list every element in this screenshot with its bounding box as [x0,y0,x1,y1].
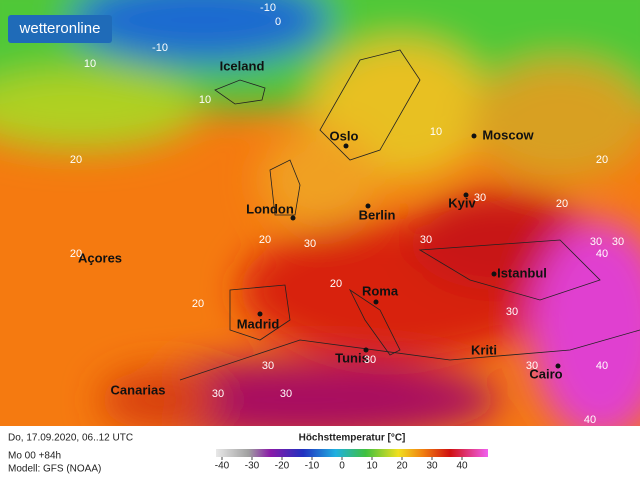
city-dot [363,347,369,353]
contour-label: 30 [212,388,224,400]
legend-tick-label: -20 [275,461,290,472]
contour-label: -10 [260,2,276,14]
contour-label: 30 [526,360,538,372]
city-label: Canarias [111,382,166,397]
contour-label: 20 [70,248,82,260]
contour-label: 20 [330,278,342,290]
contour-label: 30 [590,236,602,248]
city-dot [491,271,497,277]
legend-tick-label: -10 [305,461,320,472]
city-label: Cairo [529,366,562,381]
city-dot [257,311,263,317]
contour-label: 10 [84,58,96,70]
city-label: Tunis [335,350,369,365]
logo-box [8,15,112,43]
city-label: Kyiv [448,195,476,210]
city-label: Açores [78,250,122,265]
city-label: Iceland [220,58,265,73]
legend-tick-label: 20 [396,461,408,472]
legend-tick-label: -40 [215,461,230,472]
contour-label: 40 [584,414,596,426]
contour-label: 0 [275,16,281,28]
city-dot [471,133,477,139]
city-label: Madrid [237,316,280,331]
contour-label: 20 [596,154,608,166]
contour-label: 40 [596,248,608,260]
legend-tick-label: 40 [456,461,468,472]
contour-label: 30 [474,192,486,204]
legend-tick-label: 10 [366,461,378,472]
city-dot [343,143,349,149]
contour-label: -10 [152,42,168,54]
city-label: Istanbul [497,265,547,280]
city-dot [555,363,561,369]
legend-bar [216,449,488,457]
city-label: London [246,201,294,216]
city-label: Roma [362,283,399,298]
contour-label: 30 [364,354,376,366]
run: Mo 00 +84h [8,451,61,462]
city-label: Berlin [359,207,396,222]
contour-label: 30 [612,236,624,248]
contour-label: 30 [262,360,274,372]
contour-label: 20 [192,298,204,310]
contour-label: 10 [430,126,442,138]
model: Modell: GFS (NOAA) [8,464,101,475]
logo: wetteronline [19,20,101,37]
city-dot [365,203,371,209]
city-dot [373,299,379,305]
city-dot [463,192,469,198]
contour-label: 10 [199,94,211,106]
city-dot [290,215,296,221]
legend-tick-label: 0 [339,461,345,472]
legend-tick-label: -30 [245,461,260,472]
legend-title: Höchsttemperatur [°C] [299,433,406,444]
contour-label: 20 [70,154,82,166]
contour-label: 20 [556,198,568,210]
contour-label: 30 [304,238,316,250]
contour-label: 40 [596,360,608,372]
map-field [0,0,640,440]
contour-label: 30 [506,306,518,318]
contour-label: 20 [259,234,271,246]
contour-label: 30 [280,388,292,400]
legend-tick-label: 30 [426,461,438,472]
city-label: Moscow [482,127,534,142]
city-label: Oslo [330,128,359,143]
contour-label: 30 [420,234,432,246]
date: Do, 17.09.2020, 06..12 UTC [8,433,133,444]
city-label: Kriti [471,342,497,357]
